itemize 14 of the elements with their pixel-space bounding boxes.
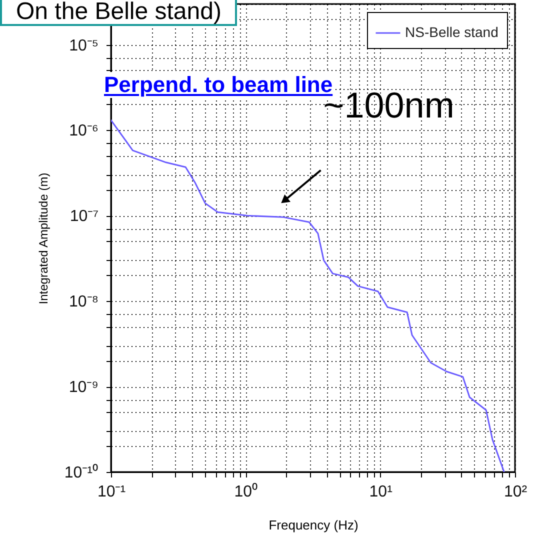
y-tick-label: 10⁻⁸ bbox=[68, 294, 98, 311]
chart-title: On the Belle stand) bbox=[0, 0, 238, 26]
x-tick-label: 10¹ bbox=[369, 484, 392, 500]
y-tick-label: 10⁻¹⁰ bbox=[64, 464, 98, 482]
x-tick-label: 10⁰ bbox=[234, 482, 258, 500]
y-tick-label: 10⁻⁵ bbox=[69, 37, 98, 54]
y-tick-label: 10⁻⁹ bbox=[68, 379, 98, 396]
y-tick-label: 10⁻⁶ bbox=[69, 122, 98, 140]
x-tick-label: 10² bbox=[504, 484, 528, 500]
x-tick-label: 10⁻¹ bbox=[97, 484, 126, 500]
y-axis-title: Integrated Amplitude (m) bbox=[36, 172, 50, 304]
x-axis-title: Frequency (Hz) bbox=[268, 518, 358, 532]
y-tick-label: 10⁻⁷ bbox=[70, 208, 99, 226]
legend-label: NS-Belle stand bbox=[405, 24, 498, 40]
